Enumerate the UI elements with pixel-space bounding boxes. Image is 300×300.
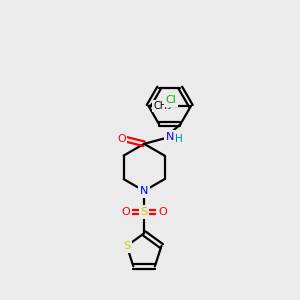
Text: O: O: [117, 134, 126, 143]
Text: S: S: [123, 241, 130, 251]
Text: N: N: [140, 186, 148, 196]
Text: O: O: [158, 207, 167, 217]
Text: Cl: Cl: [165, 95, 176, 105]
Text: S: S: [140, 207, 148, 217]
Text: H: H: [175, 134, 183, 144]
Text: N: N: [166, 132, 174, 142]
Text: CH₃: CH₃: [153, 101, 171, 111]
Text: O: O: [122, 207, 130, 217]
